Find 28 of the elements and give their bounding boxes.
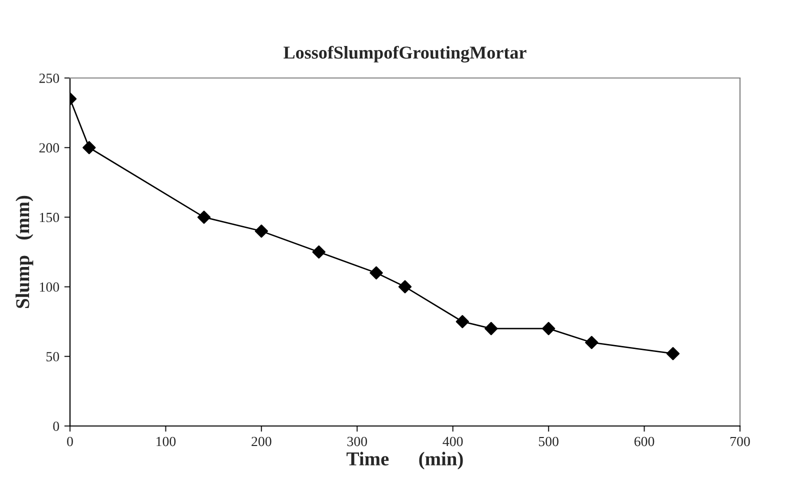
point	[398, 280, 412, 294]
x-tick-label: 600	[634, 436, 654, 446]
point	[666, 347, 680, 360]
x-axis-title: Time (min)	[346, 452, 463, 470]
y-tick-label: 50	[46, 352, 60, 362]
y-axis-title: Slump (mm)	[16, 196, 34, 308]
point	[585, 336, 598, 350]
chart-title: LossofSlumpofGroutingMortar	[284, 46, 526, 63]
x-tick-label: 400	[442, 436, 463, 446]
point	[312, 245, 326, 259]
point	[456, 315, 470, 328]
point	[197, 210, 211, 224]
y-tick-label: 250	[39, 74, 60, 83]
y-tick-label: 150	[40, 212, 60, 222]
point	[484, 322, 498, 336]
y-tick-label: 100	[40, 282, 60, 292]
point	[254, 224, 268, 238]
point	[542, 322, 556, 336]
x-tick-label: 0	[67, 436, 73, 446]
x-tick-label: 100	[156, 436, 176, 446]
x-tick-label: 200	[252, 436, 272, 446]
y-tick-label: 0	[53, 422, 60, 431]
x-tick-label: 300	[347, 436, 368, 446]
x-tick-label: 700	[730, 436, 750, 446]
point	[370, 266, 383, 280]
point	[82, 141, 96, 154]
x-tick-label: 500	[538, 436, 558, 446]
y-tick-label: 200	[39, 143, 60, 153]
